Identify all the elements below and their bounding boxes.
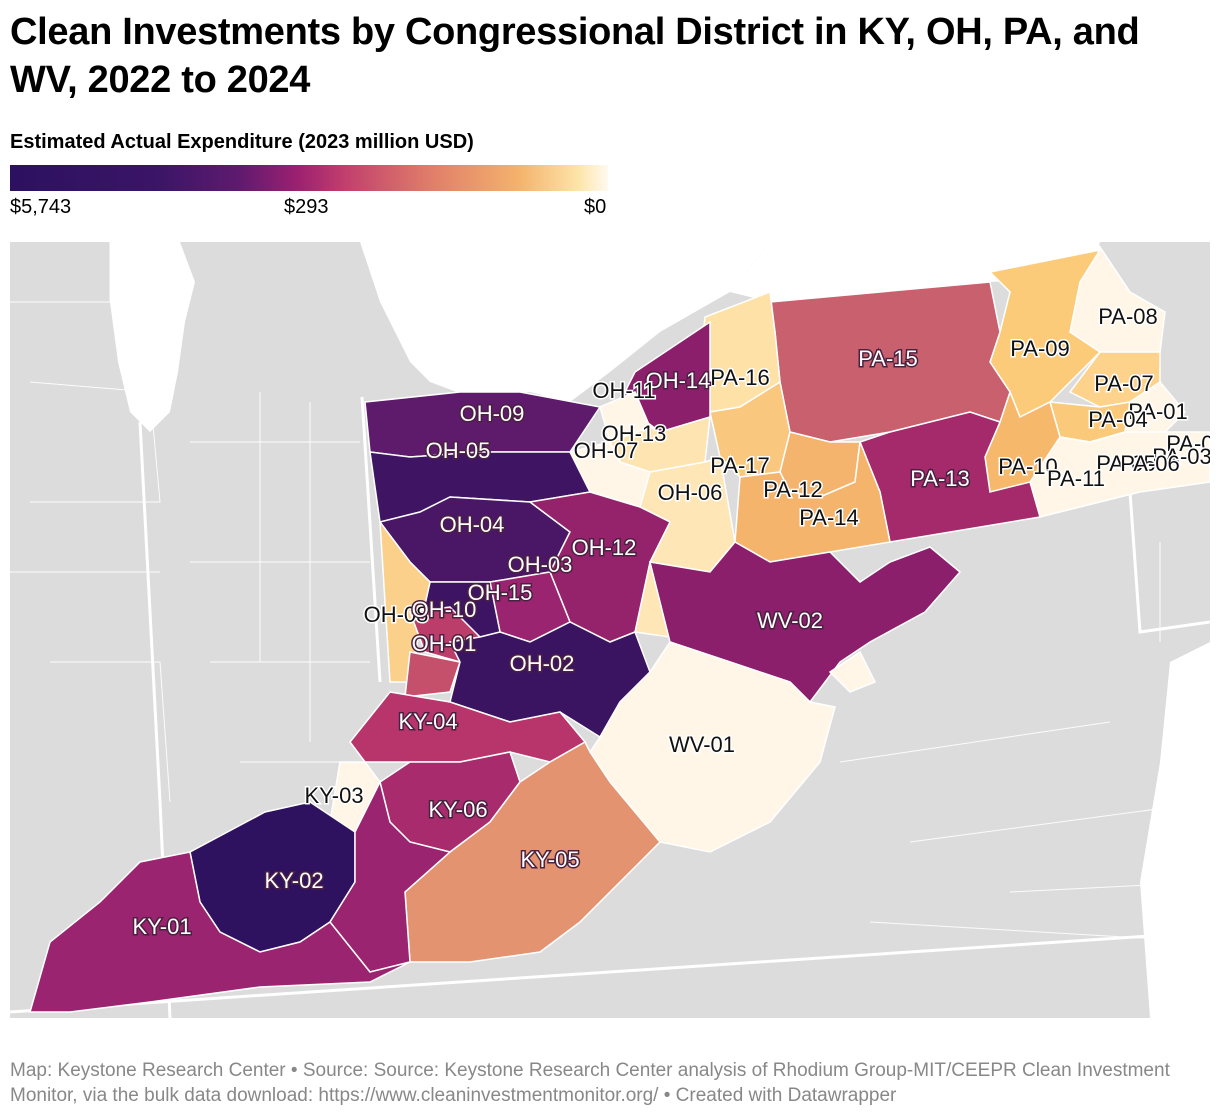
label-oh-13: OH-13 bbox=[602, 421, 667, 446]
label-pa-09: PA-09 bbox=[1010, 336, 1070, 361]
legend-tick-mid: $293 bbox=[284, 196, 329, 218]
label-oh-06: OH-06 bbox=[658, 480, 723, 505]
legend-tick-min: $0 bbox=[584, 196, 607, 218]
district-pa-01 bbox=[1124, 381, 1187, 433]
label-wv-01: WV-01 bbox=[669, 732, 735, 757]
label-oh-07: OH-07 bbox=[574, 438, 639, 463]
label-pa-15: PA-15 bbox=[858, 346, 918, 371]
label-pa-13: PA-13 bbox=[910, 466, 970, 491]
label-oh-11: OH-11 bbox=[592, 378, 655, 403]
label-pa-14: PA-14 bbox=[799, 505, 859, 530]
label-pa-08: PA-08 bbox=[1098, 304, 1158, 329]
district-oh-01 bbox=[404, 651, 461, 698]
label-ky-03: KY-03 bbox=[304, 783, 363, 808]
label-pa-04: PA-04 bbox=[1088, 407, 1148, 432]
label-oh-09: OH-09 bbox=[460, 401, 525, 426]
district-labels: PA-08 PA-09 PA-07 PA-01 PA-04 PA-02 PA-0… bbox=[131, 302, 1210, 940]
label-oh-12: OH-12 bbox=[572, 535, 637, 560]
label-wv-02: WV-02 bbox=[757, 608, 823, 633]
map-title: Clean Investments by Congressional Distr… bbox=[10, 11, 1140, 101]
label-oh-01: OH-01 bbox=[412, 631, 477, 656]
district-ky-01 bbox=[29, 851, 411, 1013]
district-shapes bbox=[29, 245, 1210, 1013]
label-pa-17: PA-17 bbox=[710, 453, 770, 478]
source-footer: Map: Keystone Research Center • Source: … bbox=[10, 1060, 1170, 1106]
label-oh-08: OH-08 bbox=[364, 602, 429, 627]
lake-michigan bbox=[110, 242, 195, 432]
label-oh-04: OH-04 bbox=[440, 512, 505, 537]
district-ky-03b bbox=[329, 779, 452, 973]
label-oh-15: OH-15 bbox=[468, 580, 533, 605]
label-ky-02: KY-02 bbox=[264, 868, 323, 893]
label-pa-02: PA-02 bbox=[1166, 431, 1210, 456]
label-oh-10: OH-10 bbox=[412, 597, 477, 622]
label-pa-06: PA-06 bbox=[1120, 451, 1180, 476]
atlantic-water bbox=[1140, 642, 1210, 1018]
label-ky-06: KY-06 bbox=[428, 797, 487, 822]
label-oh-05: OH-05 bbox=[426, 438, 491, 463]
district-wv-east bbox=[828, 650, 877, 693]
label-oh-03: OH-03 bbox=[508, 552, 573, 577]
choropleth-map[interactable]: PA-08 PA-09 PA-07 PA-01 PA-04 PA-02 PA-0… bbox=[10, 242, 1210, 1018]
legend-title: Estimated Actual Expenditure (2023 milli… bbox=[10, 131, 474, 153]
legend-color-scale bbox=[10, 165, 608, 191]
label-pa-01: PA-01 bbox=[1128, 399, 1188, 424]
label-oh-14: OH-14 bbox=[646, 368, 711, 393]
legend-tick-max: $5,743 bbox=[10, 196, 72, 218]
great-lakes-water bbox=[360, 242, 770, 402]
label-ky-04: KY-04 bbox=[398, 709, 457, 734]
label-pa-16: PA-16 bbox=[710, 365, 770, 390]
label-pa-11: PA-11 bbox=[1047, 466, 1105, 491]
district-ky-04 bbox=[349, 691, 587, 763]
map-svg: PA-08 PA-09 PA-07 PA-01 PA-04 PA-02 PA-0… bbox=[10, 242, 1210, 1018]
label-ky-01: KY-01 bbox=[132, 914, 191, 939]
label-oh-02: OH-02 bbox=[510, 651, 575, 676]
label-pa-12: PA-12 bbox=[763, 477, 823, 502]
label-pa-10: PA-10 bbox=[998, 454, 1058, 479]
label-ky-05: KY-05 bbox=[520, 847, 579, 872]
label-pa-07: PA-07 bbox=[1094, 371, 1154, 396]
label-pa-03: PA-03 bbox=[1152, 444, 1210, 469]
label-pa-05: PA-05 bbox=[1096, 451, 1156, 476]
